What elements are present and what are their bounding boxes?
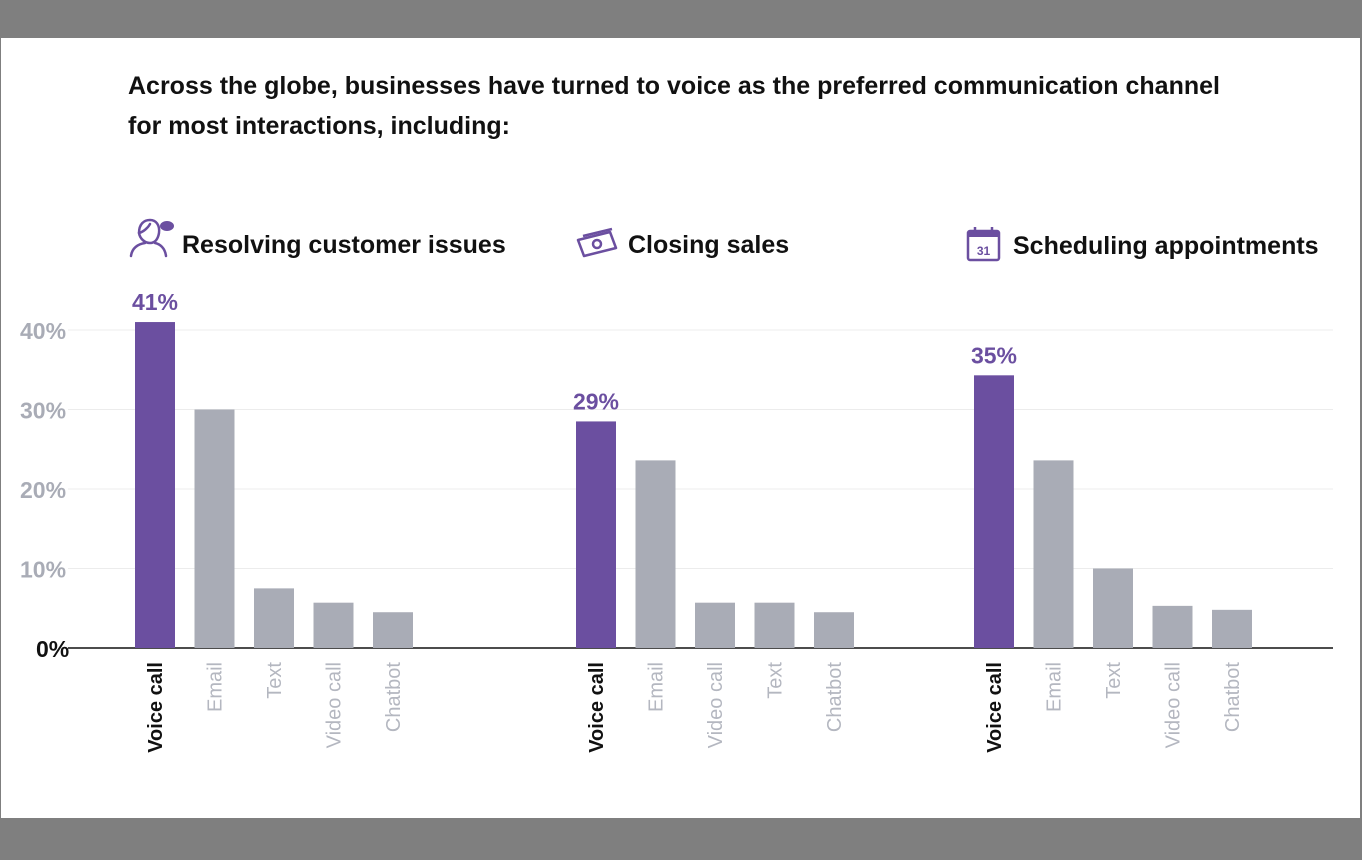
category-label: Chatbot [383, 662, 405, 732]
labels: Voice call 41% Email Text Video call Chatbot V… [132, 289, 1244, 753]
bar-chatbot [1212, 609, 1252, 648]
category-label: Email [1044, 662, 1066, 712]
y-tick-label: 20% [20, 477, 66, 503]
y-tick-label: 40% [20, 318, 66, 344]
calendar-day: 31 [977, 244, 991, 258]
customer-support-icon [129, 218, 168, 258]
gridlines [68, 329, 1333, 569]
bar-chatbot [814, 612, 854, 648]
group-heading-3: 31 Scheduling appointments [966, 227, 1319, 262]
value-label: 35% [971, 342, 1017, 368]
category-label: Video call [1163, 662, 1185, 748]
y-tick-label: 10% [20, 557, 66, 583]
category-label: Text [1103, 662, 1125, 699]
category-label: Video call [705, 662, 727, 748]
y-tick-label: 0% [36, 636, 69, 662]
bar-video-call [695, 602, 735, 648]
bar-text [754, 602, 795, 648]
category-label: Email [646, 662, 668, 712]
category-label: Chatbot [1222, 662, 1244, 732]
bar-chatbot [373, 612, 413, 648]
speech-bubble-icon [160, 221, 174, 231]
category-label: Voice call [145, 662, 167, 753]
category-label: Voice call [586, 662, 608, 753]
category-label: Video call [324, 662, 346, 748]
category-label: Chatbot [824, 662, 846, 732]
bar-text [254, 588, 294, 648]
bar-video-call [313, 602, 354, 648]
group-title: Scheduling appointments [1013, 232, 1319, 260]
bar-video-call [1152, 605, 1193, 648]
bars [135, 322, 1252, 648]
bar-email [635, 460, 676, 648]
group-heading-1: Resolving customer issues [129, 218, 506, 259]
calendar-icon: 31 [966, 227, 1001, 262]
page-title: Across the globe, businesses have turned… [128, 72, 1220, 140]
category-label: Email [205, 662, 227, 712]
value-label: 41% [132, 289, 178, 315]
group-title: Resolving customer issues [182, 231, 506, 259]
bar-voice-call [135, 322, 175, 648]
group-heading-2: Closing sales [576, 227, 789, 259]
bar-voice-call [576, 421, 616, 648]
category-label: Text [264, 662, 286, 699]
money-icon [576, 227, 618, 258]
category-label: Voice call [984, 662, 1006, 753]
group-title: Closing sales [628, 231, 789, 259]
bar-text [1093, 568, 1133, 648]
value-label: 29% [573, 388, 619, 414]
category-label: Text [765, 662, 787, 699]
bar-email [194, 409, 235, 648]
bar-voice-call [974, 375, 1014, 648]
bar-email [1033, 460, 1074, 648]
y-tick-label: 30% [20, 398, 66, 424]
